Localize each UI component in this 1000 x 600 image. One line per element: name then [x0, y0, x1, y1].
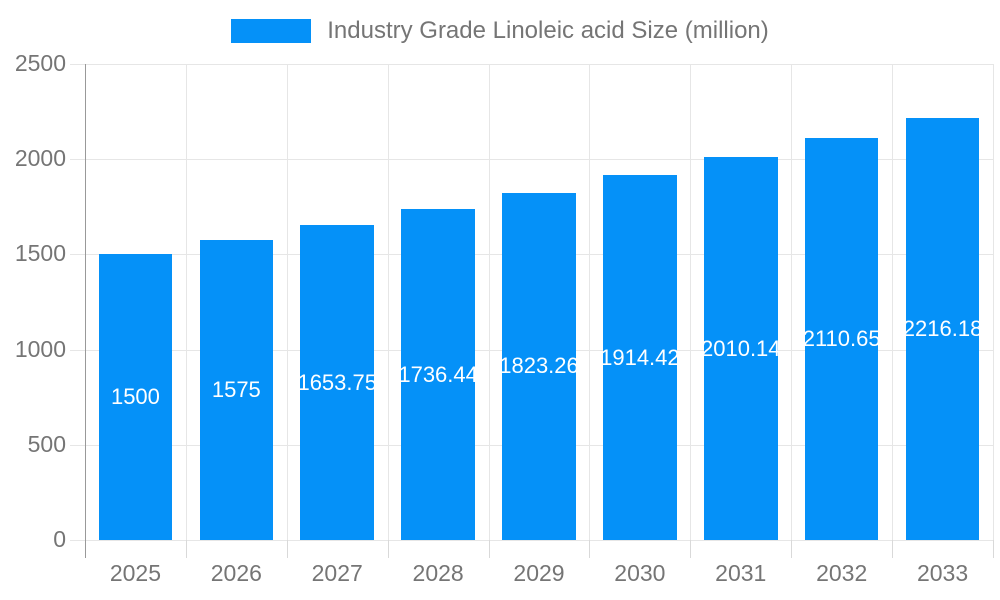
legend[interactable]: Industry Grade Linoleic acid Size (milli…	[0, 19, 1000, 43]
bar	[703, 157, 778, 540]
gridline-vertical	[589, 64, 591, 540]
x-axis-label: 2025	[109, 560, 162, 586]
y-axis-tick	[70, 349, 85, 351]
x-axis-label: 2031	[715, 560, 767, 586]
gridline-horizontal	[85, 159, 993, 161]
y-axis-label: 500	[27, 430, 66, 457]
x-axis-label: 2032	[816, 560, 868, 586]
x-axis-tick	[892, 540, 894, 558]
bar	[199, 240, 274, 540]
gridline-vertical	[690, 64, 692, 540]
bar-value-label: 1500	[110, 384, 160, 410]
bar	[300, 225, 375, 540]
y-axis-tick	[70, 254, 85, 256]
bar	[603, 175, 677, 540]
y-axis-tick	[70, 540, 85, 541]
bar	[804, 138, 879, 540]
y-axis-tick	[70, 64, 85, 65]
bar	[98, 254, 173, 540]
y-axis-label: 1000	[14, 335, 66, 362]
x-axis-tick	[185, 540, 187, 558]
bar-value-label: 1736.44	[398, 361, 478, 387]
gridline-horizontal	[85, 540, 993, 541]
legend-swatch	[231, 19, 312, 43]
y-axis-label: 2500	[14, 50, 66, 77]
legend-label: Industry Grade Linoleic acid Size (milli…	[327, 17, 769, 44]
gridline-vertical	[791, 64, 793, 540]
x-axis-label: 2027	[311, 560, 363, 586]
bar-value-label: 2216.18	[902, 316, 983, 342]
x-axis-label: 2029	[513, 560, 565, 586]
bar-value-label: 1914.42	[600, 344, 680, 370]
gridline-vertical	[387, 64, 389, 540]
y-axis-line	[85, 64, 86, 558]
bar	[502, 192, 576, 540]
gridline-vertical	[185, 64, 187, 540]
y-axis-tick	[70, 159, 85, 161]
bar-value-label: 2010.14	[701, 335, 781, 361]
gridline-vertical	[488, 64, 490, 540]
x-axis-label: 2033	[916, 560, 969, 586]
x-axis-label: 2028	[412, 560, 464, 586]
gridline-vertical	[892, 64, 894, 540]
bar-value-label: 1823.26	[499, 353, 579, 379]
gridline-vertical	[286, 64, 288, 540]
bar	[401, 209, 475, 540]
x-axis-tick	[488, 540, 490, 558]
x-axis-tick	[286, 540, 288, 558]
x-axis-tick	[387, 540, 389, 558]
bar-value-label: 1653.75	[297, 369, 377, 395]
bar-value-label: 2110.65	[802, 326, 881, 352]
bar	[905, 118, 980, 540]
x-axis-label: 2030	[614, 560, 666, 586]
y-axis-tick	[70, 444, 85, 446]
gridline-horizontal	[85, 64, 993, 65]
gridline-vertical	[993, 64, 994, 540]
x-axis-tick	[791, 540, 793, 558]
x-axis-label: 2026	[210, 560, 262, 586]
x-axis-tick	[690, 540, 692, 558]
y-axis-label: 1500	[14, 240, 66, 267]
x-axis-tick	[993, 540, 994, 558]
y-axis-label: 2000	[14, 145, 66, 172]
bar-value-label: 1575	[211, 377, 261, 403]
x-axis-tick	[589, 540, 591, 558]
y-axis-label: 0	[53, 526, 66, 553]
